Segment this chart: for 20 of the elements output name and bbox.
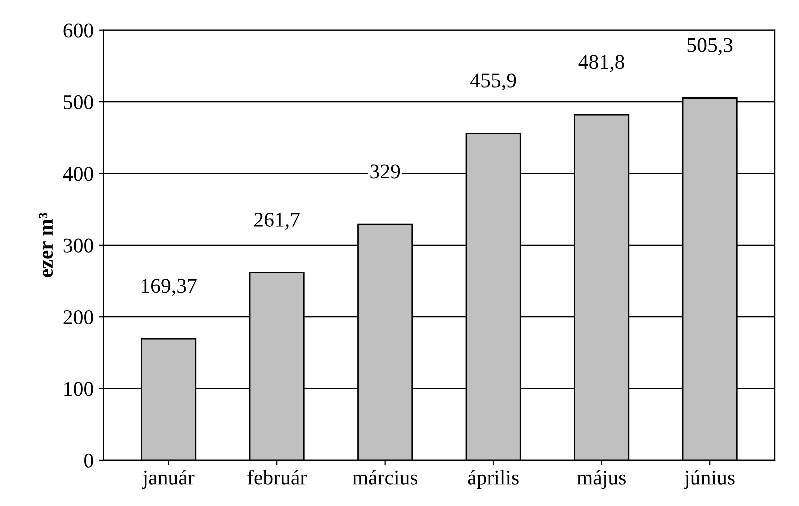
data-label: 169,37 (142, 279, 197, 296)
x-tick-label: március (352, 470, 418, 485)
data-label: 505,3 (688, 38, 733, 56)
x-tick-label: április (468, 470, 519, 490)
x-tick-label: február (248, 470, 307, 485)
y-tick-label: 100 (64, 382, 94, 396)
data-label: 261,7 (254, 212, 300, 230)
x-tick-label: június (684, 470, 735, 490)
y-tick-label: 200 (64, 310, 94, 325)
y-tick-label: 400 (63, 167, 94, 182)
y-tick-label: 300 (64, 238, 94, 253)
y-axis-title: ezer m³ (39, 213, 54, 278)
x-tick-label: január (142, 470, 195, 490)
data-label: 455,9 (470, 74, 516, 91)
data-label: 481,8 (578, 55, 624, 72)
y-tick-label: 0 (84, 454, 94, 468)
y-tick-label: 600 (64, 24, 94, 38)
data-label: 329 (370, 164, 400, 179)
y-tick-label: 500 (64, 95, 94, 110)
x-tick-label: május (577, 470, 626, 490)
